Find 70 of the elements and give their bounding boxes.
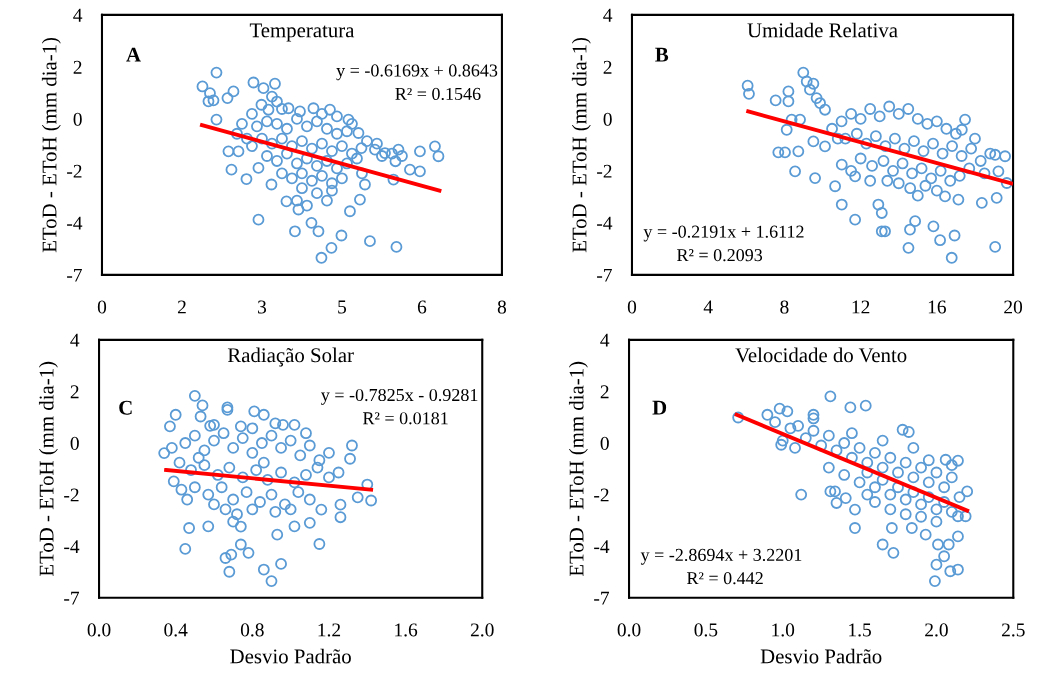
y-tick-label: -4 [67, 216, 83, 230]
annotation: D [652, 400, 667, 415]
y-axis-title: EToD - EToH (mm dia-1) [568, 361, 588, 577]
y-tick-label: 2 [70, 385, 79, 399]
chart-title: Velocidade do Vento [735, 347, 907, 363]
chart-title: Umidade Relativa [747, 22, 898, 38]
x-tick-label: 0.0 [617, 623, 641, 637]
y-tick-label: -7 [64, 591, 80, 605]
y-tick-label: 2 [600, 385, 609, 399]
x-tick-label: 20 [1004, 300, 1023, 314]
x-tick-label: 1.0 [772, 623, 795, 637]
x-tick-label: 2.0 [470, 623, 494, 637]
x-axis-title: Desvio Padrão [230, 648, 351, 664]
x-tick-label: 0.4 [164, 623, 188, 637]
y-tick-label: 4 [603, 8, 613, 22]
chart-title: Temperatura [249, 23, 355, 42]
y-axis-title: EToD - EToH (mm dia-1) [41, 37, 61, 253]
x-tick-label: 0 [627, 300, 637, 314]
y-axis-title: EToD - EToH (mm dia-1) [571, 37, 591, 253]
y-tick-label: 0 [603, 112, 612, 126]
y-tick-label: 2 [73, 60, 82, 74]
x-tick-label: 1.6 [395, 623, 418, 637]
y-tick-label: 4 [73, 8, 83, 22]
x-axis-title: Desvio Padrão [760, 648, 882, 664]
y-tick-label: -7 [597, 268, 612, 282]
x-tick-label: 2.5 [1001, 623, 1025, 637]
x-tick-label: 8 [497, 300, 507, 314]
x-tick-label: 0.0 [87, 623, 111, 637]
y-axis-title: EToD - EToH (mm dia-1) [38, 361, 58, 577]
x-tick-label: 0 [97, 300, 107, 314]
x-tick-label: 2 [177, 300, 186, 314]
y-tick-label: 0 [70, 436, 79, 450]
annotation: y = -0.6169x + 0.8643 [336, 64, 498, 81]
annotation: y = -0.7825x - 0.9281 [321, 388, 478, 405]
y-tick-label: -2 [597, 164, 612, 178]
y-tick-label: 0 [600, 436, 609, 450]
y-tick-label: -2 [67, 164, 82, 178]
annotation: A [126, 47, 141, 62]
x-tick-label: 6 [417, 300, 427, 314]
y-tick-label: -7 [594, 591, 610, 605]
annotation: R² = 0.442 [686, 572, 763, 585]
annotation: R² = 0.0181 [362, 412, 448, 425]
y-tick-label: 4 [70, 333, 80, 347]
annotation: y = -2.8694x + 3.2201 [640, 548, 802, 565]
x-tick-label: 16 [928, 300, 946, 314]
y-tick-label: -2 [594, 488, 609, 502]
y-tick-label: 0 [73, 112, 82, 126]
y-tick-label: -4 [64, 540, 80, 553]
y-tick-label: -2 [64, 488, 79, 502]
x-tick-label: 0.5 [694, 623, 718, 637]
annotation: y = -0.2191x + 1.6112 [643, 225, 804, 242]
y-tick-label: -7 [67, 268, 82, 282]
x-tick-label: 0.8 [240, 623, 264, 637]
y-tick-label: -4 [597, 216, 613, 230]
y-tick-label: 4 [600, 333, 610, 347]
x-tick-label: 2.0 [925, 623, 948, 637]
x-tick-label: 3 [258, 300, 267, 314]
x-tick-label: 1.5 [849, 623, 871, 637]
chart-title: Radiação Solar [227, 347, 354, 367]
x-tick-label: 4 [703, 300, 713, 314]
annotation: C [119, 400, 132, 415]
x-tick-label: 8 [780, 300, 789, 314]
annotation: R² = 0.1546 [395, 87, 481, 101]
x-tick-label: 1.2 [318, 623, 341, 637]
annotation: R² = 0.2093 [676, 249, 763, 262]
annotation: B [655, 47, 669, 62]
y-tick-label: -4 [594, 540, 610, 553]
x-tick-label: 5 [338, 300, 347, 314]
y-tick-label: 2 [603, 60, 612, 74]
x-tick-label: 12 [852, 300, 870, 314]
